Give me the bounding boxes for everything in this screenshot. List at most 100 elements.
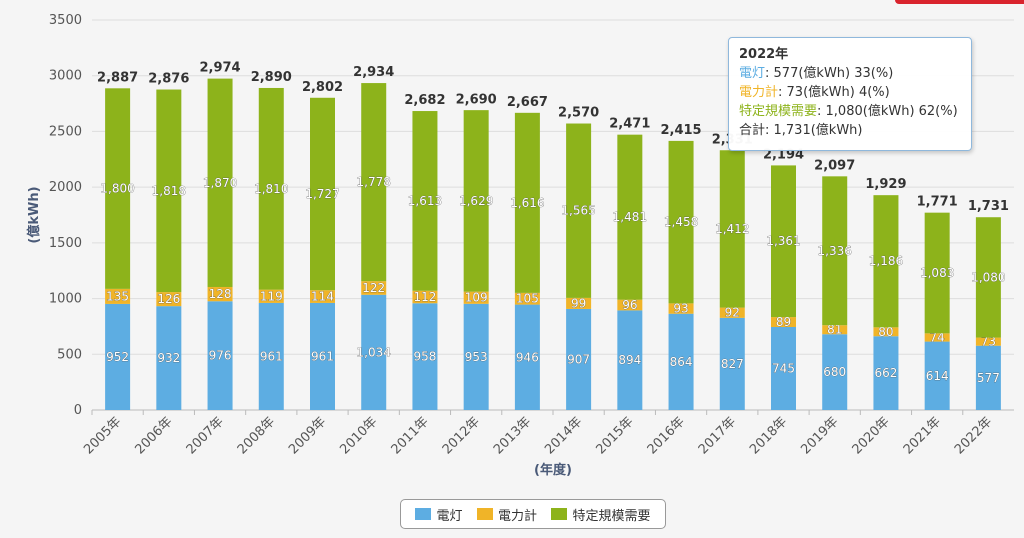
segment-value-label: 119 [260, 289, 283, 303]
legend-item-denryokukei[interactable]: 電力計 [476, 505, 537, 524]
segment-value-label: 74 [930, 330, 945, 344]
segment-value-label: 1,810 [254, 182, 288, 196]
segment-value-label: 976 [209, 349, 232, 363]
bar-segment [105, 88, 131, 289]
segment-value-label: 1,458 [664, 215, 698, 229]
legend: 電灯 電力計 特定規模需要 [400, 499, 666, 529]
tooltip-total: 合計: 1,731(億kWh) [739, 123, 863, 138]
total-value-label: 2,690 [456, 92, 497, 107]
total-value-label: 1,929 [865, 177, 906, 192]
total-value-label: 2,471 [609, 117, 650, 132]
x-tick-label: 2019年 [798, 414, 841, 457]
bar-segment [105, 288, 131, 304]
segment-value-label: 1,034 [357, 345, 391, 359]
legend-label-tokutei: 特定規模需要 [572, 508, 651, 524]
bar-segment [617, 299, 643, 311]
y-tick-label: 2000 [49, 180, 82, 195]
legend-item-tokutei[interactable]: 特定規模需要 [551, 505, 651, 524]
x-tick-label: 2014年 [542, 414, 585, 457]
total-value-label: 2,097 [814, 158, 855, 173]
total-value-label: 1,731 [968, 199, 1009, 214]
segment-value-label: 73 [981, 335, 996, 349]
bar-segment [924, 212, 950, 334]
segment-value-label: 1,778 [357, 175, 391, 189]
x-tick-label: 2006年 [132, 414, 175, 457]
legend-label-denkou: 電灯 [436, 508, 463, 524]
total-value-label: 2,876 [148, 72, 189, 87]
x-tick-label: 2010年 [337, 414, 380, 457]
x-tick-label: 2016年 [645, 414, 688, 457]
y-tick-label: 3500 [49, 13, 82, 28]
y-tick-label: 1000 [49, 292, 82, 307]
total-value-label: 1,771 [917, 195, 958, 210]
bar-segment [310, 97, 335, 291]
segment-value-label: 577 [977, 371, 1000, 385]
segment-value-label: 96 [622, 298, 637, 312]
segment-value-label: 114 [311, 290, 334, 304]
segment-value-label: 1,083 [920, 266, 954, 280]
bar-segment [771, 326, 796, 410]
segment-value-label: 932 [157, 351, 180, 365]
total-value-label: 2,887 [97, 70, 138, 85]
segment-value-label: 81 [827, 323, 842, 337]
tooltip: 2022年 電灯: 577(億kWh) 33(%) 電力計: 73(億kWh) … [728, 37, 972, 151]
x-tick-label: 2021年 [901, 414, 944, 457]
total-value-label: 2,194 [763, 148, 804, 163]
legend-swatch-denkou [415, 508, 432, 520]
legend-swatch-denryokukei [476, 508, 493, 520]
bar-segment [258, 87, 284, 290]
y-tick-label: 0 [74, 403, 82, 418]
bar-segment [412, 290, 438, 304]
total-value-label: 2,415 [660, 123, 701, 138]
segment-value-label: 745 [772, 361, 795, 375]
segment-value-label: 1,361 [766, 234, 800, 248]
bar-segment [207, 301, 233, 410]
bar-segment [514, 112, 540, 293]
bar-segment [310, 290, 335, 303]
segment-value-label: 1,727 [305, 187, 339, 201]
bar-segment [975, 337, 1001, 346]
bar-segment [463, 303, 489, 410]
segment-value-label: 680 [823, 365, 846, 379]
segment-value-label: 662 [874, 366, 897, 380]
x-tick-label: 2007年 [184, 414, 227, 457]
segment-value-label: 958 [413, 350, 436, 364]
bar-segment [207, 78, 233, 287]
bar-segment [566, 123, 592, 298]
segment-value-label: 1,818 [152, 184, 186, 198]
x-tick-label: 2013年 [491, 414, 534, 457]
bar-segment [668, 303, 694, 314]
segment-value-label: 864 [670, 355, 693, 369]
bar-segment [463, 110, 489, 292]
segment-value-label: 894 [618, 353, 641, 367]
segment-value-label: 112 [413, 290, 436, 304]
x-tick-label: 2012年 [440, 414, 483, 457]
legend-item-denkou[interactable]: 電灯 [415, 505, 463, 524]
segment-value-label: 952 [106, 350, 129, 364]
segment-value-label: 1,481 [613, 210, 647, 224]
segment-value-label: 1,565 [561, 204, 595, 218]
bar-segment [514, 304, 540, 410]
bar-segment [207, 286, 233, 302]
tooltip-series-name-2: 電力計 [739, 85, 779, 100]
tooltip-series-value-1: : 577(億kWh) 33(%) [765, 66, 894, 81]
segment-value-label: 89 [776, 315, 791, 329]
segment-value-label: 614 [926, 369, 949, 383]
x-tick-label: 2017年 [696, 414, 739, 457]
bar-segment [873, 327, 899, 337]
bar-segment [668, 140, 694, 304]
legend-swatch-tokutei [551, 508, 568, 520]
bar-segment [412, 303, 438, 410]
segment-value-label: 109 [465, 291, 488, 305]
total-value-label: 2,974 [199, 61, 240, 76]
bar-segment [719, 317, 745, 410]
bar-segment [822, 334, 848, 410]
bar-segment [258, 302, 284, 410]
segment-value-label: 961 [260, 349, 283, 363]
segment-value-label: 99 [571, 296, 586, 310]
bar-segment [310, 302, 335, 410]
segment-value-label: 946 [516, 350, 539, 364]
y-tick-label: 2500 [49, 124, 82, 139]
segment-value-label: 827 [721, 357, 744, 371]
